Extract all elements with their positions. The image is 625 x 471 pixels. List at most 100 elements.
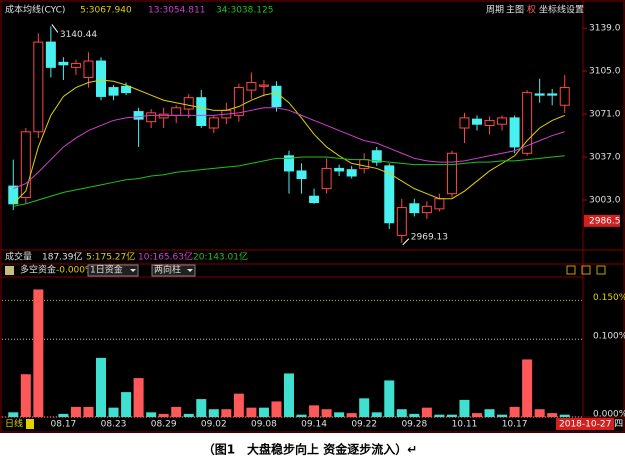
bar: [96, 357, 106, 417]
candle-body: [472, 118, 482, 125]
candle-body: [45, 41, 56, 68]
candle-body: [384, 165, 395, 224]
candle-body: [233, 87, 244, 116]
y-tick-label: 3105.0: [589, 67, 621, 77]
frame: [0, 0, 625, 433]
bar: [258, 407, 269, 417]
x-tick-label: 09.02: [201, 420, 227, 430]
y-tick-label: 3139.0: [589, 24, 621, 34]
bar: [83, 406, 94, 417]
bar: [309, 405, 320, 417]
bar: [484, 409, 495, 417]
candle-body: [296, 170, 307, 180]
bar: [70, 406, 81, 417]
candle-body: [309, 195, 320, 204]
candle-body: [108, 87, 119, 96]
annotation-arrow: [51, 24, 59, 33]
candle-body: [446, 152, 457, 195]
dropdown-arrow: [130, 269, 136, 272]
caption: （图1 大盘稳步向上 资金逐步流入）↵: [203, 442, 418, 457]
cursor-price-box: [584, 214, 620, 227]
chart-title: 成本均线(CYC): [5, 4, 65, 16]
bar: [497, 414, 508, 417]
low-label: 2969.13: [411, 232, 448, 242]
bar: [133, 378, 144, 417]
bar: [158, 413, 169, 417]
candle-body: [421, 205, 432, 214]
candle-body: [334, 167, 345, 172]
bar: [446, 414, 457, 417]
bar: [547, 413, 558, 417]
candle-body: [33, 41, 44, 133]
bar: [371, 412, 382, 417]
candle-body: [246, 82, 257, 91]
bar: [559, 414, 570, 417]
candle-body: [559, 87, 570, 106]
help-icon[interactable]: [5, 266, 14, 275]
candle-body: [434, 198, 445, 210]
candle-body: [321, 167, 332, 190]
bar: [346, 413, 357, 417]
bar: [20, 374, 31, 417]
toolbar-button[interactable]: 坐标线: [539, 4, 566, 16]
x-tick-label: 08.17: [51, 420, 77, 430]
bar: [196, 399, 207, 417]
candle-body: [547, 93, 558, 96]
y-tick-label: 0.100%: [593, 332, 625, 342]
candle-body: [409, 203, 420, 214]
bar: [459, 399, 470, 417]
date-box: [556, 418, 614, 430]
bar: [183, 413, 194, 417]
bar: [434, 414, 445, 417]
panel-icon[interactable]: [581, 265, 591, 275]
bar: [421, 407, 432, 417]
legend-entry: 13:3054.811: [148, 6, 205, 16]
x-tick-label: 10.11: [452, 420, 478, 430]
candle-body: [70, 63, 81, 68]
bar: [246, 407, 257, 417]
candle-body: [509, 117, 520, 148]
toolbar-button[interactable]: 周期: [486, 5, 504, 16]
bar: [409, 413, 420, 417]
bar: [271, 401, 282, 417]
y-tick-label: 3037.0: [589, 153, 621, 163]
bar: [208, 409, 219, 417]
x-tick-label: 08.23: [101, 420, 127, 430]
bar: [58, 413, 69, 417]
candle-body: [121, 85, 132, 94]
candle-body: [396, 207, 407, 236]
bar: [509, 406, 520, 417]
candle-body: [346, 169, 357, 177]
bar: [296, 414, 307, 417]
dropdown[interactable]: [87, 264, 139, 277]
y-tick-label: 0.150%: [593, 293, 625, 303]
ma-line: [12, 79, 565, 205]
panel-icon[interactable]: [596, 265, 606, 275]
x-tick-label: 09.08: [251, 420, 277, 430]
candle-body: [96, 60, 106, 97]
candle-body: [196, 97, 207, 126]
bar: [8, 412, 19, 417]
volume-title: 成交量: [5, 251, 32, 263]
bar: [108, 407, 119, 417]
toolbar-button[interactable]: 设置: [566, 5, 584, 16]
candle-body: [20, 131, 31, 198]
candle-body: [133, 111, 144, 120]
volume-ma: 20:143.01亿: [193, 251, 248, 263]
x-tick-label: 10.17: [502, 420, 528, 430]
toolbar-button[interactable]: 主图: [506, 4, 524, 16]
bar: [522, 359, 533, 417]
bar: [146, 412, 157, 417]
x-tick-label: 08.29: [151, 420, 177, 430]
dropdown[interactable]: [151, 264, 196, 277]
volume-ma: 10:165.63亿: [138, 251, 193, 263]
toolbar-button[interactable]: 权: [527, 4, 536, 16]
date-label: 2018-10-27 四: [559, 420, 623, 430]
volume-value: 187.39亿: [42, 251, 83, 263]
bar: [534, 409, 545, 417]
y-tick-label: 3071.0: [589, 110, 621, 120]
panel-icon[interactable]: [566, 265, 576, 275]
ma-line: [13, 155, 565, 207]
period-button[interactable]: 日线: [5, 418, 23, 430]
x-tick-label: 09.22: [351, 420, 377, 430]
